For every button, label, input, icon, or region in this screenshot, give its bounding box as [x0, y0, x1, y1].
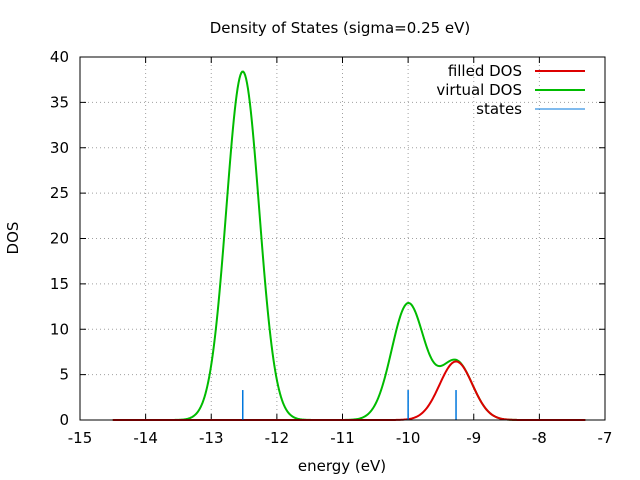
- y-tick-label: 25: [50, 184, 69, 202]
- y-tick-label: 30: [50, 139, 69, 157]
- y-tick-label: 40: [50, 48, 69, 66]
- y-tick-label: 20: [50, 230, 69, 248]
- x-tick-label: -11: [330, 429, 355, 447]
- y-tick-label: 15: [50, 275, 69, 293]
- chart-title: Density of States (sigma=0.25 eV): [210, 19, 471, 37]
- tick-labels: -15 -14 -13 -12 -11 -10 -9 -8 -7 0 5 10 15 20 25 30 35 40: [50, 48, 613, 447]
- plot-frame: [79, 56, 606, 421]
- legend-label: states: [476, 100, 522, 118]
- x-tick-label: -10: [396, 429, 421, 447]
- x-tick-label: -12: [265, 429, 290, 447]
- plot-area: [112, 70, 586, 421]
- y-tick-label: 10: [50, 320, 69, 338]
- legend-label: filled DOS: [448, 62, 522, 80]
- x-tick-label: -14: [133, 429, 158, 447]
- grid: [80, 57, 605, 420]
- virtual-dos-curve: [112, 70, 586, 421]
- x-tick-label: -8: [532, 429, 547, 447]
- y-tick-label: 5: [59, 366, 69, 384]
- x-tick-label: -13: [199, 429, 224, 447]
- x-tick-label: -7: [598, 429, 613, 447]
- filled-dos-curve: [112, 360, 586, 421]
- y-tick-label: 0: [59, 411, 69, 429]
- y-tick-label: 35: [50, 93, 69, 111]
- legend-label: virtual DOS: [436, 81, 522, 99]
- x-axis-label: energy (eV): [298, 457, 386, 475]
- x-tick-label: -9: [466, 429, 481, 447]
- x-tick-label: -15: [68, 429, 93, 447]
- y-axis-label: DOS: [4, 222, 22, 255]
